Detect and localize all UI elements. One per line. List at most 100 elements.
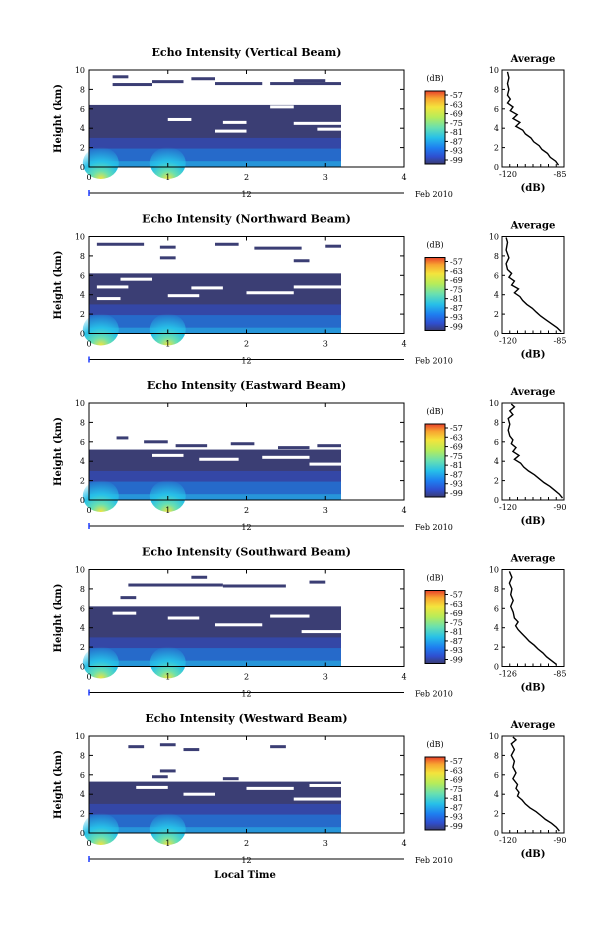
average-axes-frame [501,69,565,168]
colorbar-tick-label: -93 [450,313,463,322]
colorbar-tick-label: -93 [450,813,463,822]
x-tick-label: 1 [165,673,170,682]
average-y-tick-label: 8 [494,85,499,94]
average-y-tick-label: 10 [489,66,499,75]
y-tick-label: 8 [80,585,85,594]
x-tick-label: 4 [401,173,406,182]
colorbar-tick-label: -81 [450,461,463,470]
colorbar-unit: (dB) [426,407,443,416]
average-title: Average [510,554,556,565]
y-tick-label: 4 [80,124,85,133]
x-tick-label: 2 [244,506,249,515]
echo-gap [152,453,184,457]
colorbar-unit: (dB) [426,241,443,250]
x-tick-label: 4 [401,839,406,848]
day-marker: 12 [241,690,251,699]
echo-upper-segment [183,748,200,752]
x-tick-label: 0 [86,673,91,682]
day-marker: 12 [241,190,251,199]
y-tick-label: 8 [80,252,85,261]
average-title: Average [510,720,556,731]
echo-band-surface [89,660,341,667]
echo-gap [167,616,200,620]
average-xlabel: (dB) [521,350,546,361]
average-y-tick-label: 10 [489,732,499,741]
average-y-tick-label: 0 [494,330,499,339]
echo-gap [167,117,192,121]
x-tick-label: 3 [323,340,328,349]
average-x-tick-label: -85 [554,170,567,179]
y-tick-label: 6 [80,271,85,280]
colorbar-tick-label: -69 [450,110,463,119]
y-tick-label: 4 [80,457,85,466]
echo-gap [112,611,137,615]
average-profile-line [505,237,562,333]
echo-upper-segment [159,245,176,249]
average-y-tick-label: 10 [489,233,499,242]
average-y-tick-label: 2 [494,144,499,153]
x-tick-label: 0 [86,173,91,182]
echo-upper-segment [112,83,152,87]
average-y-tick-label: 4 [494,457,499,466]
average-title: Average [510,221,556,232]
average-profile-line [507,403,564,499]
echo-upper-segment [293,79,326,83]
average-y-tick-label: 6 [494,271,499,280]
y-tick-label: 0 [80,829,85,838]
x-tick-label: 2 [244,173,249,182]
average-axes-frame [501,735,565,834]
date-label: Feb 2010 [415,357,453,366]
date-label: Feb 2010 [415,856,453,865]
y-tick-label: 2 [80,144,85,153]
echo-layer [82,242,341,346]
echo-gap [215,129,247,133]
colorbar-tick-label: -81 [450,794,463,803]
average-y-tick-label: 2 [494,310,499,319]
y-axis-label: Height (km) [53,84,64,153]
echo-gap [293,121,341,125]
echo-band-mid [89,803,341,815]
x-tick-label: 4 [401,673,406,682]
x-tick-label: 0 [86,340,91,349]
echo-upper-segment [215,242,239,246]
day-marker: 12 [241,357,251,366]
average-y-tick-label: 4 [494,124,499,133]
average-y-tick-label: 6 [494,438,499,447]
average-title: Average [510,387,556,398]
average-title: Average [510,54,556,65]
panel-title: Echo Intensity (Northward Beam) [142,213,351,226]
y-tick-label: 6 [80,771,85,780]
colorbar-tick-label: -69 [450,776,463,785]
echo-upper-segment [159,256,176,260]
average-y-tick-label: 0 [494,829,499,838]
echo-hotspot [82,813,119,845]
colorbar-tick-label: -57 [450,258,463,267]
colorbar-tick-label: -63 [450,433,463,442]
average-x-tick-label: -90 [554,836,567,845]
average-x-tick-label: -120 [499,836,517,845]
x-tick-label: 1 [165,173,170,182]
figure-xlabel: Local Time [214,870,276,881]
echo-gap [309,783,341,787]
colorbar-tick-label: -75 [450,452,463,461]
echo-gap [270,614,310,618]
average-y-tick-label: 0 [494,663,499,672]
echo-gap [293,797,341,801]
colorbar-tick-label: -87 [450,304,463,313]
average-x-tick-label: -90 [554,503,567,512]
day-marker: 12 [241,523,251,532]
colorbar-tick-label: -87 [450,137,463,146]
y-tick-label: 0 [80,496,85,505]
colorbar-tick-label: -99 [450,323,463,332]
echo-layer [82,575,341,679]
x-tick-label: 2 [244,340,249,349]
echo-upper-segment [230,442,255,446]
echo-gap [317,127,341,131]
average-y-tick-label: 6 [494,771,499,780]
echo-layer [82,743,341,845]
